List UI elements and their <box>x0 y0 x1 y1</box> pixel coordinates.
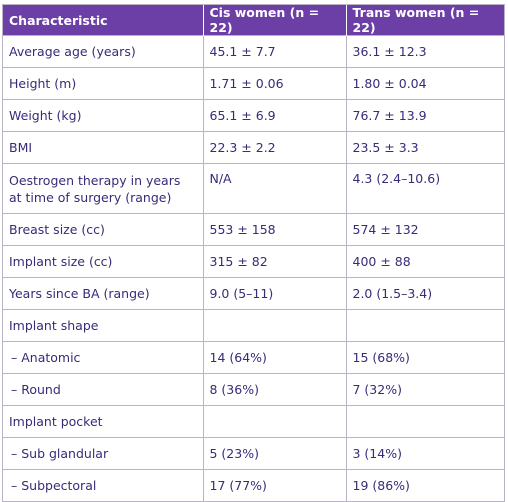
row-label: Years since BA (range) <box>3 277 204 310</box>
cis-value: 315 ± 82 <box>203 245 347 278</box>
table-row: Height (m) 1.71 ± 0.06 1.80 ± 0.04 <box>3 67 504 100</box>
table-row: – Subpectoral 17 (77%) 19 (86%) <box>3 469 504 501</box>
table-header-row: Characteristic Cis women (n = 22) Trans … <box>3 5 504 36</box>
table-row: – Anatomic 14 (64%) 15 (68%) <box>3 341 504 374</box>
trans-value: 574 ± 132 <box>346 213 504 246</box>
table-row: Weight (kg) 65.1 ± 6.9 76.7 ± 13.9 <box>3 99 504 132</box>
trans-value: 23.5 ± 3.3 <box>346 131 504 164</box>
cis-value: 8 (36%) <box>203 373 347 406</box>
row-label: – Anatomic <box>3 341 204 374</box>
table-row: Breast size (cc) 553 ± 158 574 ± 132 <box>3 213 504 246</box>
row-label: Weight (kg) <box>3 99 204 132</box>
row-label: Oestrogen therapy in years at time of su… <box>3 163 204 214</box>
row-label: BMI <box>3 131 204 164</box>
cis-value: N/A <box>203 163 347 214</box>
cis-value: 17 (77%) <box>203 469 347 501</box>
table-row: Oestrogen therapy in years at time of su… <box>3 163 504 214</box>
cis-value: 22.3 ± 2.2 <box>203 131 347 164</box>
cis-value: 553 ± 158 <box>203 213 347 246</box>
cis-value <box>203 405 347 438</box>
cis-value: 9.0 (5–11) <box>203 277 347 310</box>
trans-value: 76.7 ± 13.9 <box>346 99 504 132</box>
cis-value: 14 (64%) <box>203 341 347 374</box>
section-label: Implant pocket <box>3 405 204 438</box>
trans-value <box>346 405 504 438</box>
table-section-row: Implant shape <box>3 309 504 342</box>
cis-value: 65.1 ± 6.9 <box>203 99 347 132</box>
row-label: – Sub glandular <box>3 437 204 470</box>
table-row: Average age (years) 45.1 ± 7.7 36.1 ± 12… <box>3 35 504 68</box>
table-row: Implant size (cc) 315 ± 82 400 ± 88 <box>3 245 504 278</box>
header-trans-women: Trans women (n = 22) <box>346 5 504 36</box>
table-section-row: Implant pocket <box>3 405 504 438</box>
trans-value: 1.80 ± 0.04 <box>346 67 504 100</box>
row-label: – Round <box>3 373 204 406</box>
cis-value: 5 (23%) <box>203 437 347 470</box>
section-label: Implant shape <box>3 309 204 342</box>
trans-value: 3 (14%) <box>346 437 504 470</box>
trans-value: 4.3 (2.4–10.6) <box>346 163 504 214</box>
row-label: Average age (years) <box>3 35 204 68</box>
cis-value: 45.1 ± 7.7 <box>203 35 347 68</box>
trans-value: 2.0 (1.5–3.4) <box>346 277 504 310</box>
row-label: – Subpectoral <box>3 469 204 501</box>
trans-value: 400 ± 88 <box>346 245 504 278</box>
table-row: – Sub glandular 5 (23%) 3 (14%) <box>3 437 504 470</box>
row-label: Implant size (cc) <box>3 245 204 278</box>
cis-value <box>203 309 347 342</box>
trans-value: 7 (32%) <box>346 373 504 406</box>
characteristics-table-container: Characteristic Cis women (n = 22) Trans … <box>2 4 505 502</box>
header-characteristic: Characteristic <box>3 5 204 36</box>
row-label: Height (m) <box>3 67 204 100</box>
characteristics-table: Characteristic Cis women (n = 22) Trans … <box>3 5 504 501</box>
trans-value <box>346 309 504 342</box>
row-label: Breast size (cc) <box>3 213 204 246</box>
trans-value: 15 (68%) <box>346 341 504 374</box>
table-row: – Round 8 (36%) 7 (32%) <box>3 373 504 406</box>
trans-value: 36.1 ± 12.3 <box>346 35 504 68</box>
table-row: Years since BA (range) 9.0 (5–11) 2.0 (1… <box>3 277 504 310</box>
cis-value: 1.71 ± 0.06 <box>203 67 347 100</box>
header-cis-women: Cis women (n = 22) <box>203 5 347 36</box>
trans-value: 19 (86%) <box>346 469 504 501</box>
table-row: BMI 22.3 ± 2.2 23.5 ± 3.3 <box>3 131 504 164</box>
